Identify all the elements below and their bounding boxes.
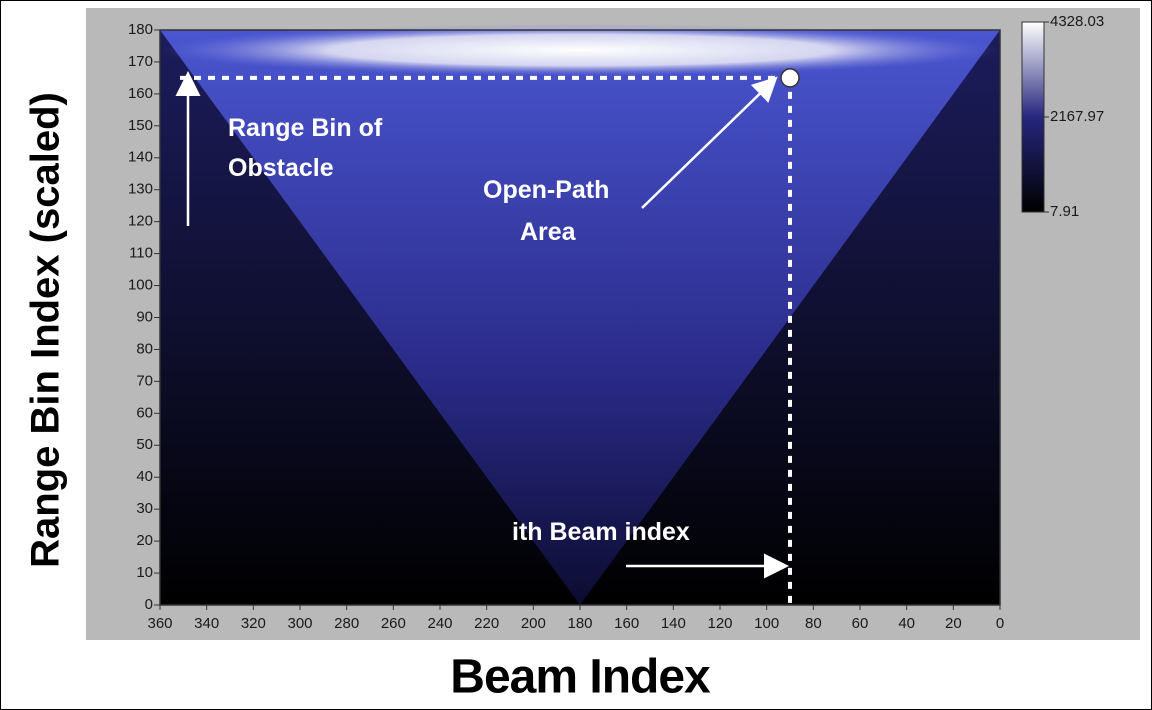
x-tick-label: 200 [521,615,546,632]
x-tick-label: 220 [474,615,499,632]
x-tick-label: 0 [996,615,1004,632]
heatmap-cone [160,30,1000,605]
y-tick-label: 120 [128,213,153,230]
y-tick-label: 0 [145,596,153,613]
x-tick-label: 280 [334,615,359,632]
x-tick-label: 240 [427,615,452,632]
x-tick-label: 100 [754,615,779,632]
x-tick-label: 300 [287,615,312,632]
colorbar-tick-label: 4328.03 [1050,13,1104,30]
x-tick-label: 120 [707,615,732,632]
y-tick-label: 80 [136,340,153,357]
annotation: Area [520,218,577,246]
x-tick-label: 20 [945,615,962,632]
y-axis-label: Range Bin Index (scaled) [24,92,68,568]
y-tick-label: 130 [128,181,153,198]
x-tick-label: 60 [852,615,869,632]
x-tick-label: 340 [194,615,219,632]
y-tick-label: 70 [136,372,153,389]
x-tick-label: 40 [898,615,915,632]
annotation: Obstacle [228,154,334,182]
arrow [641,76,778,209]
y-tick-label: 90 [136,308,153,325]
y-tick-label: 150 [128,117,153,134]
colorbar [1021,21,1045,213]
x-tick-label: 260 [381,615,406,632]
y-tick-label: 140 [128,149,153,166]
obstacle-marker [780,68,800,88]
y-tick-label: 50 [136,436,153,453]
annotation: ith Beam index [512,518,690,546]
y-tick-label: 160 [128,85,153,102]
annotation: Range Bin of [228,114,383,142]
x-tick-label: 160 [614,615,639,632]
x-axis-label: Beam Index [450,651,711,704]
colorbar-tick-label: 7.91 [1050,203,1079,220]
x-tick-label: 360 [147,615,172,632]
y-tick-label: 40 [136,468,153,485]
x-tick-label: 140 [661,615,686,632]
y-tick-label: 20 [136,532,153,549]
plot-area [159,24,1001,606]
y-tick-label: 170 [128,53,153,70]
annotation: Open-Path [483,176,609,204]
y-tick-label: 10 [136,564,153,581]
x-tick-label: 180 [567,615,592,632]
heatmap-glow [160,24,1000,76]
x-tick-label: 80 [805,615,822,632]
colorbar-tick-label: 2167.97 [1050,108,1104,125]
x-tick-label: 320 [241,615,266,632]
y-tick-label: 60 [136,404,153,421]
y-tick-label: 110 [129,245,153,262]
y-tick-label: 30 [136,500,153,517]
y-tick-label: 100 [128,277,153,294]
y-tick-label: 180 [128,21,153,38]
